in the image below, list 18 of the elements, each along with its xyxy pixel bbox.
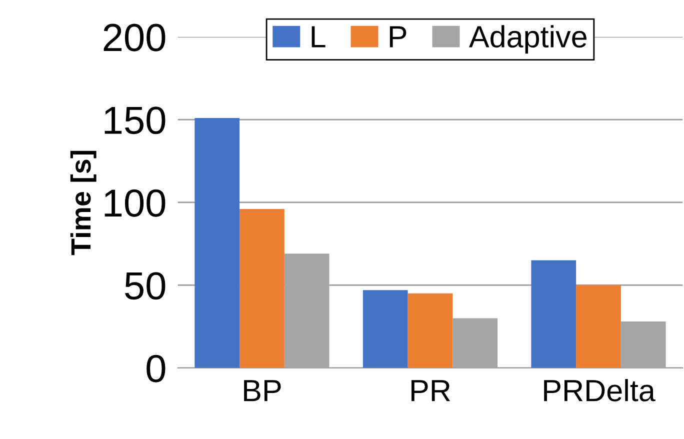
legend-label: P bbox=[390, 26, 406, 48]
bar bbox=[240, 209, 284, 368]
bar bbox=[362, 290, 408, 368]
y-tick-label: 0 bbox=[146, 354, 166, 382]
legend-label: L bbox=[312, 26, 326, 48]
legend-label: Adaptive bbox=[468, 25, 586, 54]
y-tick-label: 50 bbox=[125, 272, 166, 300]
y-tick-label: 150 bbox=[104, 106, 166, 134]
x-tick-label: PRDelta bbox=[544, 378, 656, 402]
bar bbox=[531, 260, 576, 368]
y-tick-label: 200 bbox=[104, 24, 166, 52]
bar bbox=[576, 285, 621, 368]
x-tick-label: PR bbox=[412, 380, 450, 402]
bar bbox=[408, 293, 453, 368]
y-tick-label: 100 bbox=[104, 189, 166, 217]
x-tick-label: BP bbox=[244, 380, 281, 402]
y-axis-title: Time [s] bbox=[70, 150, 96, 256]
bar bbox=[194, 118, 240, 368]
